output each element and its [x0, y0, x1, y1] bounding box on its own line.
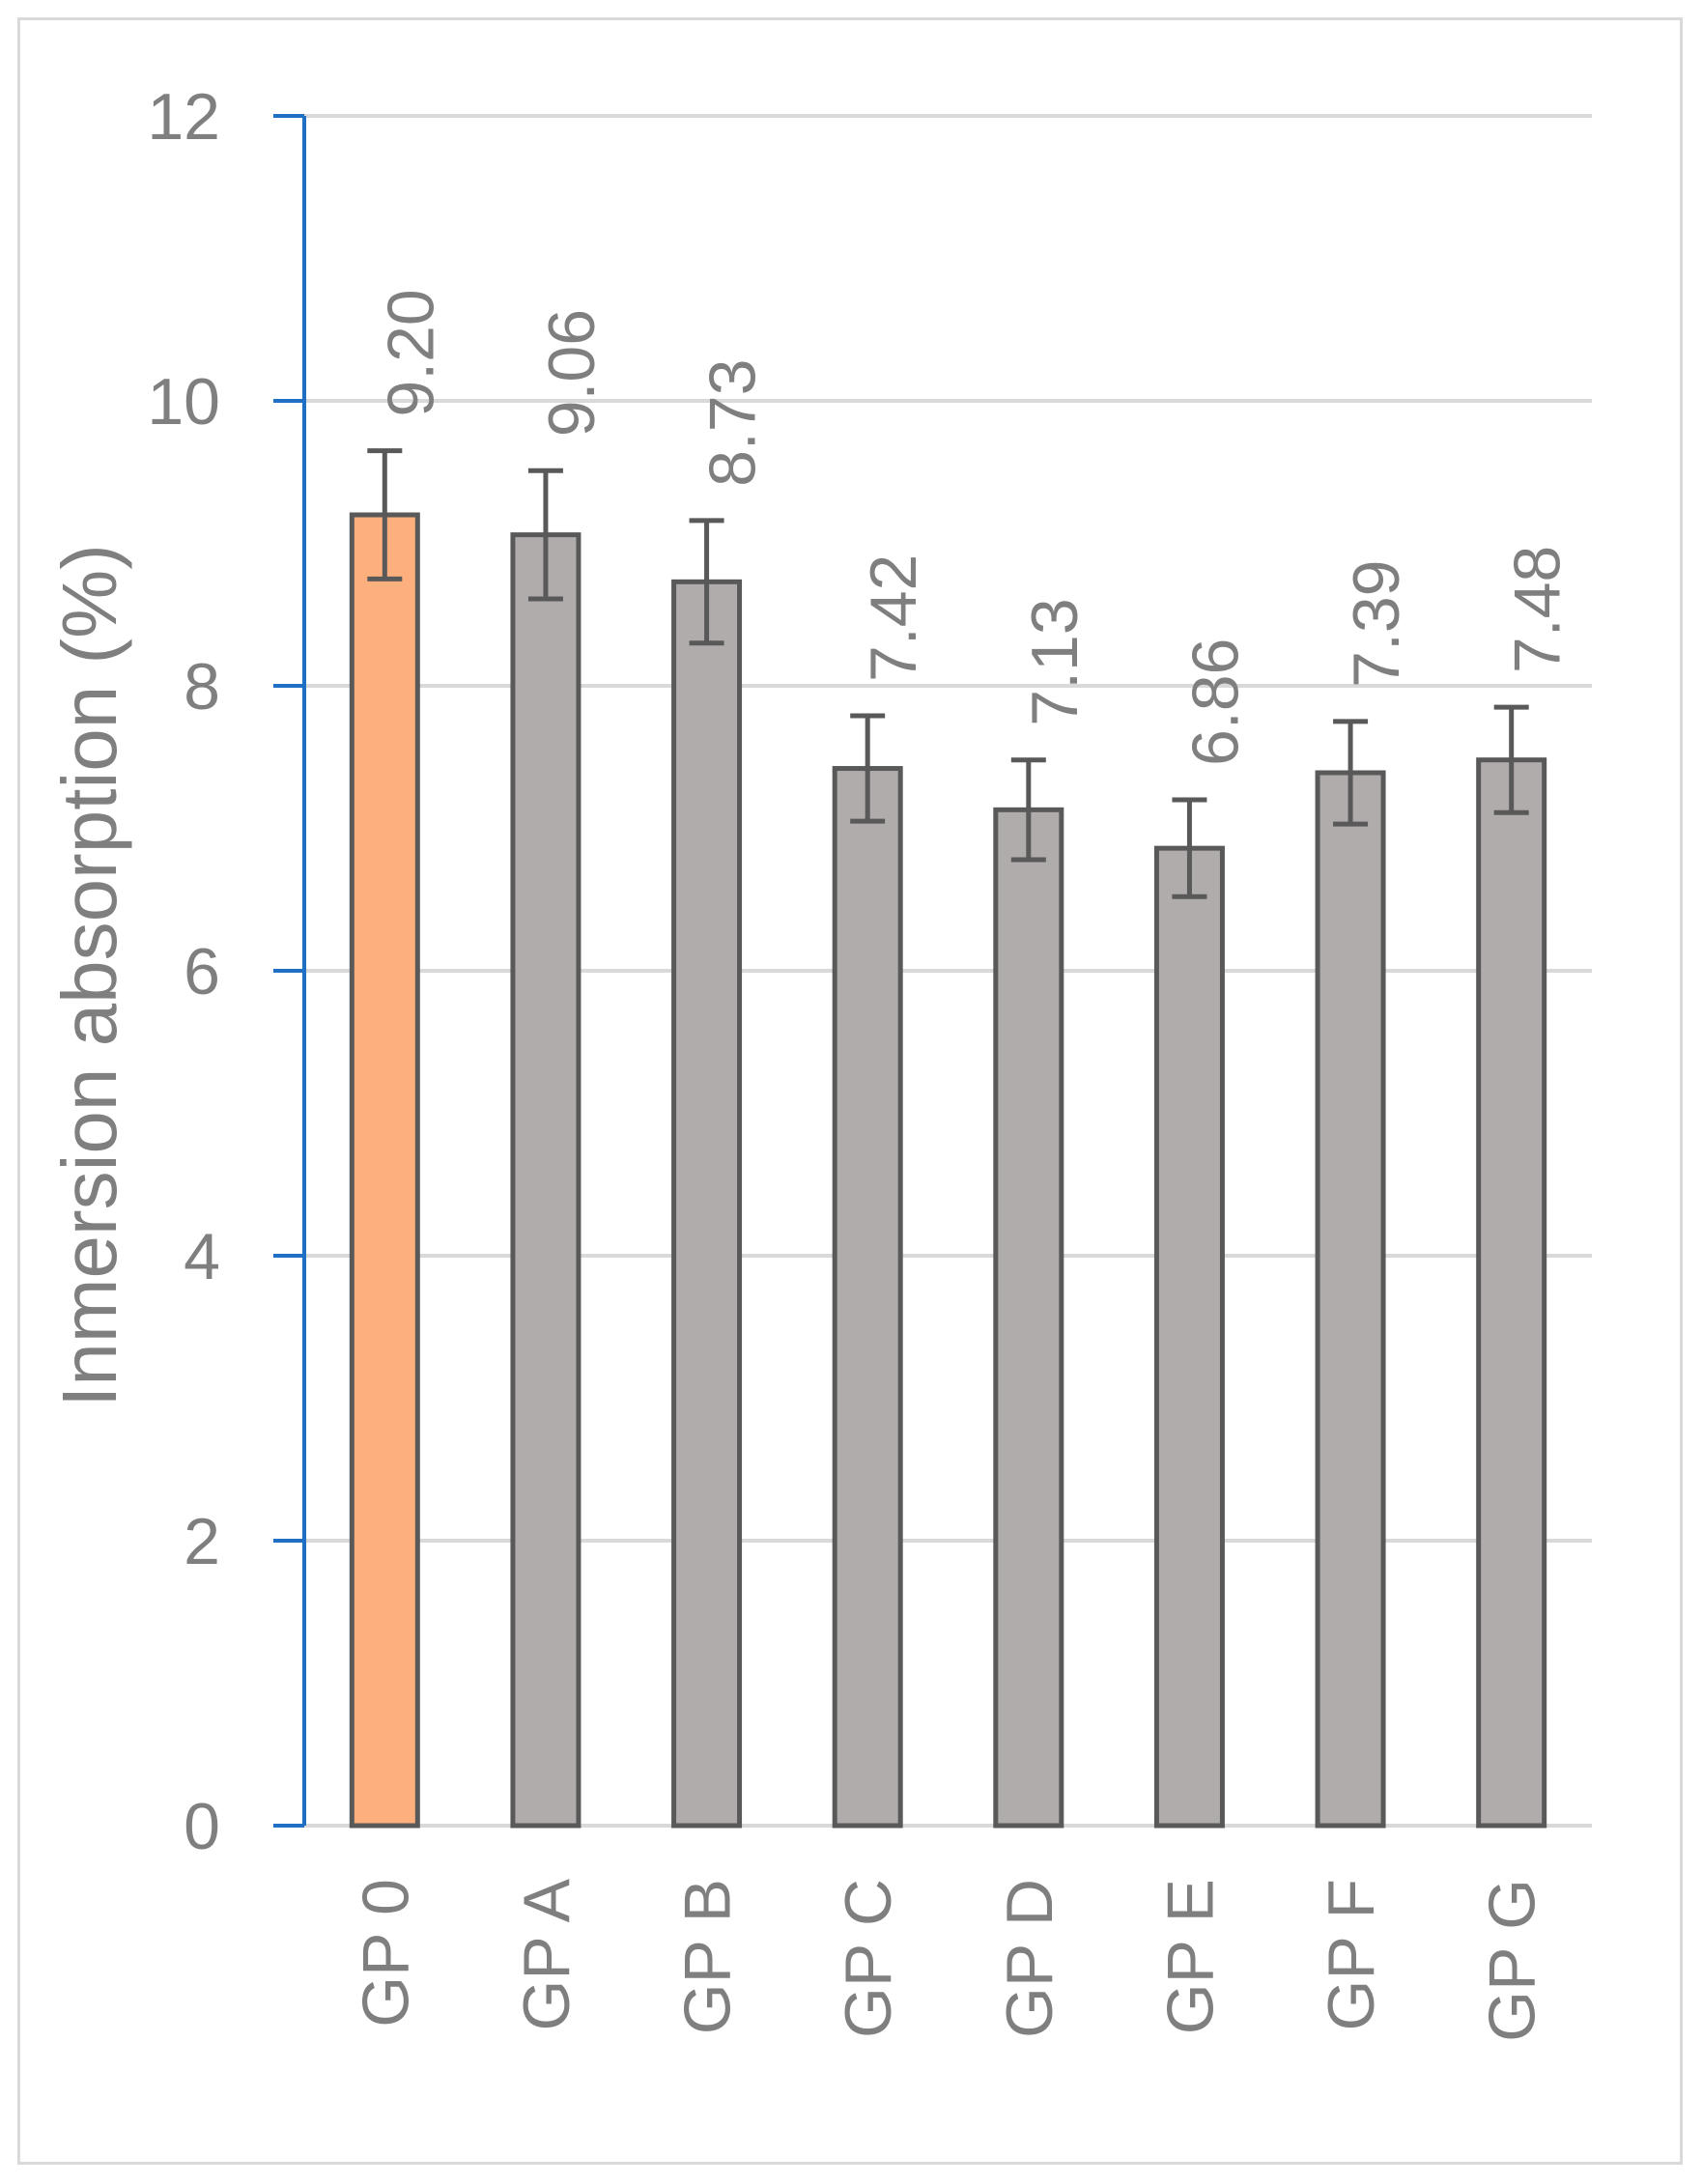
y-axis-title: Inmersion absorption (%) [46, 544, 132, 1407]
grid-lines [304, 114, 1592, 1828]
category-label-gp-c: GP C [832, 1879, 905, 2038]
error-bar-gp-e [1172, 797, 1207, 899]
y-tick-label-2: 2 [184, 1505, 220, 1578]
error-bar-gp-b [689, 518, 724, 646]
y-axis: 0 2 4 6 8 10 12 [147, 80, 306, 1863]
data-labels: 9.20 9.06 8.73 7.42 7.13 6.86 7.39 7.48 [374, 289, 1574, 766]
data-label-gp-b: 8.73 [696, 359, 770, 487]
bars [349, 512, 1547, 1829]
y-tick-label-12: 12 [147, 80, 220, 154]
y-tick-label-6: 6 [184, 935, 220, 1008]
data-label-gp-0: 9.20 [374, 289, 447, 416]
bar-gp-e [1153, 845, 1225, 1829]
bar-gp-0 [349, 512, 420, 1829]
bar-gp-d [993, 807, 1064, 1829]
data-label-gp-f: 7.39 [1340, 560, 1413, 688]
category-label-gp-d: GP D [993, 1879, 1066, 2038]
category-label-gp-g: GP G [1476, 1879, 1549, 2042]
error-bar-gp-f [1333, 719, 1369, 827]
category-label-gp-b: GP B [671, 1879, 745, 2034]
error-bar-gp-0 [367, 448, 403, 581]
y-tick-label-0: 0 [184, 1790, 220, 1863]
data-label-gp-c: 7.42 [857, 554, 930, 682]
category-labels: GP 0 GP A GP B GP C GP D GP E GP F GP G [349, 1878, 1548, 2041]
y-tick-label-10: 10 [147, 365, 220, 439]
error-bar-gp-d [1010, 757, 1046, 863]
bar-gp-f [1315, 770, 1386, 1829]
data-label-gp-e: 6.86 [1178, 638, 1252, 766]
y-tick-label-8: 8 [184, 650, 220, 723]
error-bar-gp-a [527, 468, 563, 602]
data-label-gp-g: 7.48 [1501, 546, 1574, 673]
bar-gp-b [671, 579, 743, 1829]
category-label-gp-e: GP E [1153, 1879, 1227, 2034]
error-bar-gp-g [1493, 704, 1529, 815]
category-label-gp-0: GP 0 [349, 1879, 422, 2028]
bar-gp-a [510, 532, 582, 1829]
error-bars [367, 448, 1529, 899]
category-label-gp-f: GP F [1315, 1879, 1388, 2030]
error-bar-gp-c [850, 713, 886, 824]
bar-gp-g [1476, 757, 1547, 1829]
data-label-gp-d: 7.13 [1018, 598, 1092, 725]
data-label-gp-a: 9.06 [535, 309, 609, 437]
bar-gp-c [832, 766, 903, 1829]
y-tick-label-4: 4 [184, 1220, 220, 1293]
category-label-gp-a: GP A [510, 1878, 583, 2030]
